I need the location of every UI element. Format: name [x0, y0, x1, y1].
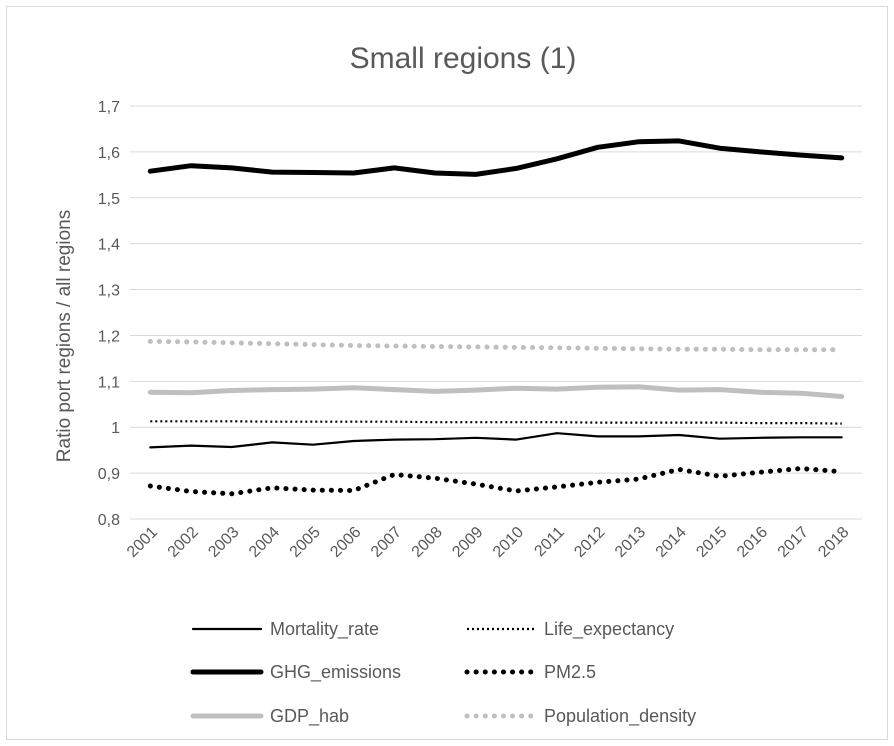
y-tick-labels: 0,8 0,9 1 1,1 1,2 1,3 1,4 1,5 1,6 1,7 [98, 99, 120, 529]
y-tick-label: 1,3 [98, 283, 120, 300]
series-line-life-expectancy [150, 420, 842, 425]
x-tick-label: 2001 [124, 524, 161, 561]
legend-label: Mortality_rate [270, 619, 379, 640]
series-line-mortality-rate [149, 432, 843, 449]
x-tick-label: 2011 [531, 524, 567, 560]
legend-item: Population_density [464, 706, 696, 727]
x-tick-labels: 2001 2002 2003 2004 2005 2006 2007 2008 2009 2010… [124, 524, 853, 561]
chart-title: Small regions (1) [350, 42, 577, 75]
legend-item: GDP_hab [190, 706, 349, 727]
legend-item: Life_expectancy [467, 619, 674, 640]
y-tick-label: 1,4 [98, 237, 120, 254]
legend-label: GDP_hab [270, 706, 349, 727]
x-tick-label: 2014 [653, 524, 690, 561]
gridlines [130, 105, 862, 520]
legend-label: Population_density [544, 706, 696, 727]
x-tick-label: 2009 [449, 524, 486, 561]
x-tick-label: 2006 [327, 524, 364, 561]
x-tick-label: 2004 [246, 524, 283, 561]
x-tick-label: 2012 [571, 524, 608, 561]
legend-label: PM2.5 [544, 662, 596, 682]
series-line-population-density [147, 338, 845, 353]
x-tick-label: 2018 [815, 524, 852, 561]
x-tick-label: 2005 [287, 524, 324, 561]
x-tick-label: 2017 [775, 524, 812, 561]
legend-item: PM2.5 [464, 662, 596, 682]
x-tick-label: 2016 [734, 524, 771, 561]
x-tick-label: 2015 [693, 524, 730, 561]
y-tick-label: 0,9 [98, 466, 120, 483]
legend-item: Mortality_rate [191, 619, 379, 640]
series-line-gdp-hab [147, 384, 845, 399]
x-tick-label: 2003 [205, 524, 242, 561]
y-tick-label: 1,2 [98, 328, 120, 345]
y-axis-label: Ratio port regions / all regions [54, 210, 75, 462]
legend-label: Life_expectancy [544, 619, 674, 640]
y-tick-label: 0,8 [98, 512, 120, 529]
x-tick-label: 2010 [490, 524, 527, 561]
x-tick-label: 2013 [612, 524, 649, 561]
legend-item: GHG_emissions [190, 662, 401, 683]
series-line-ghg-emissions [147, 138, 845, 177]
y-tick-label: 1,6 [98, 145, 120, 162]
y-tick-label: 1,5 [98, 191, 120, 208]
legend: Mortality_rate Life_expectancy GHG_emissio… [190, 619, 696, 727]
y-tick-label: 1 [111, 420, 120, 437]
x-tick-label: 2002 [165, 524, 202, 561]
series-line-pm2-5 [147, 466, 845, 497]
y-tick-label: 1,7 [98, 99, 120, 116]
legend-label: GHG_emissions [270, 662, 401, 683]
x-tick-label: 2007 [368, 524, 405, 561]
chart-frame [6, 6, 888, 740]
x-tick-label: 2008 [409, 524, 446, 561]
y-tick-label: 1,1 [98, 374, 120, 391]
series-lines [147, 138, 845, 497]
